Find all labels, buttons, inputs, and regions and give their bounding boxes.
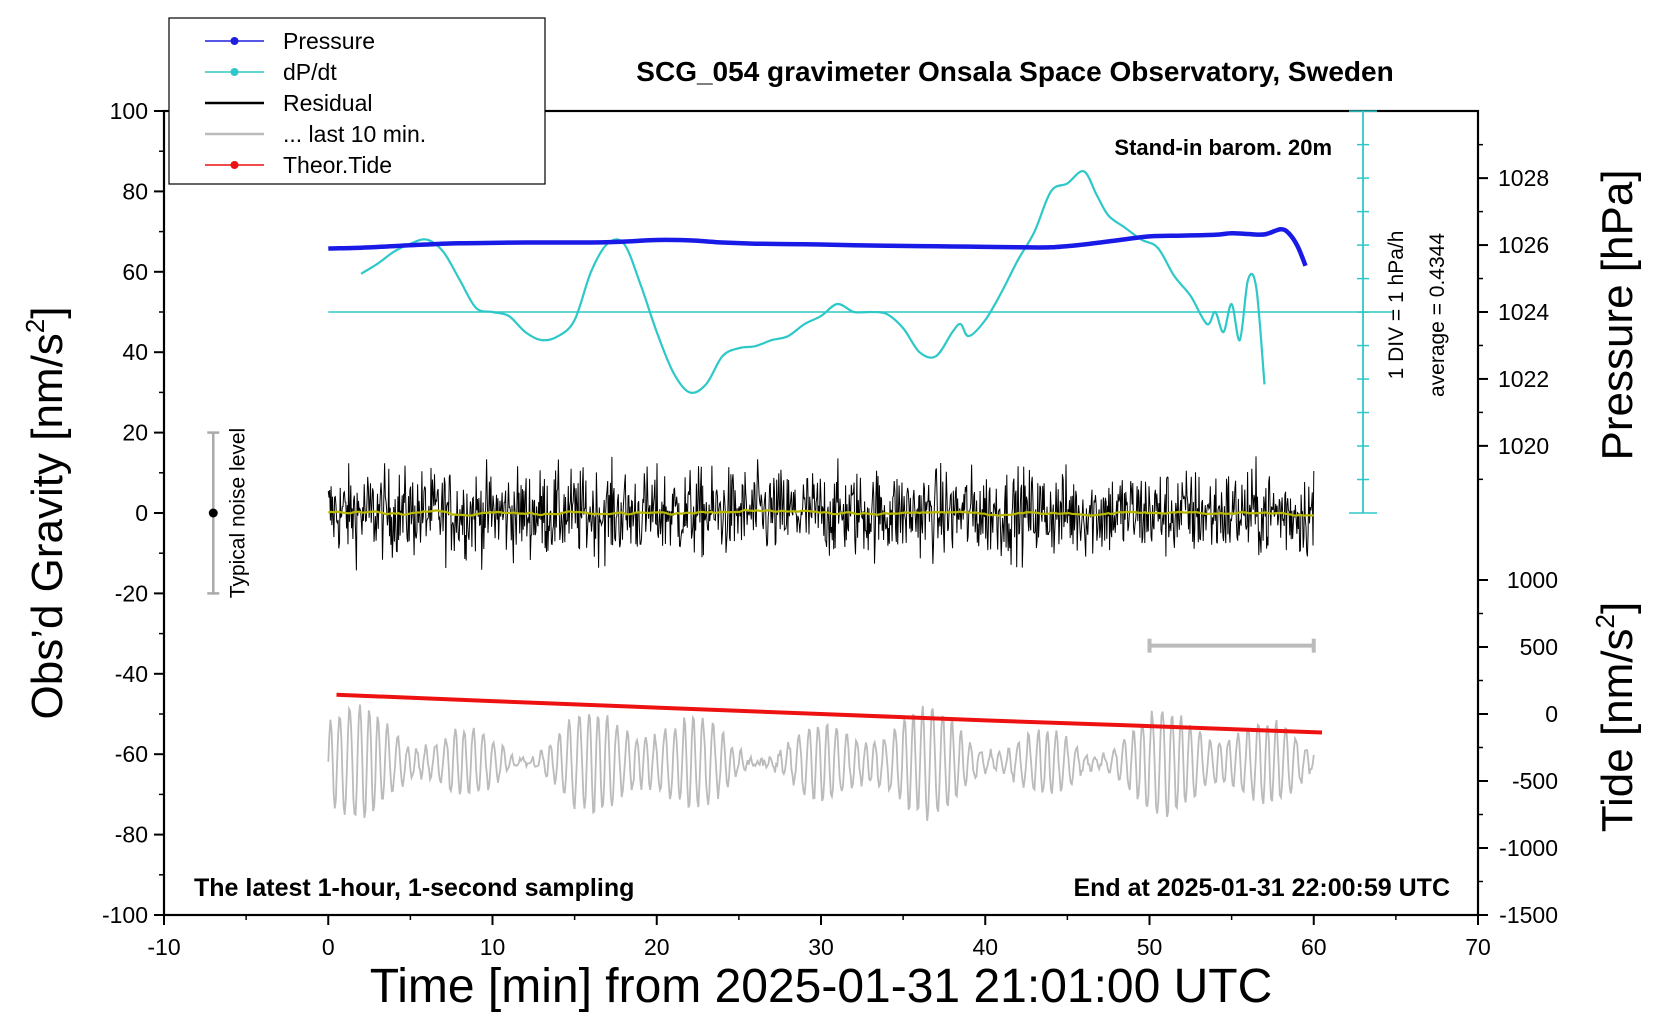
tide-tick-label: -1000 bbox=[1499, 835, 1558, 861]
tide-tick-label: -500 bbox=[1512, 768, 1558, 794]
y-left-label-tail: ] bbox=[23, 306, 72, 318]
noise-level-label: Typical noise level bbox=[226, 428, 249, 598]
y-left-tick-label: 0 bbox=[135, 500, 148, 526]
legend-label: dP/dt bbox=[283, 59, 337, 85]
pressure-tick-label: 1028 bbox=[1498, 165, 1549, 191]
y-left-tick-label: 60 bbox=[122, 259, 148, 285]
x-tick-label: 60 bbox=[1301, 934, 1327, 960]
pressure-tick-label: 1022 bbox=[1498, 366, 1549, 392]
legend-label: ... last 10 min. bbox=[283, 121, 426, 147]
tide-tick-label: 500 bbox=[1520, 634, 1558, 660]
x-axis: -10 0 10 20 30 40 50 60 70 bbox=[147, 915, 1491, 960]
tide-label-tail: ] bbox=[1593, 602, 1642, 614]
y-left-tick-label: -100 bbox=[102, 902, 148, 928]
bottom-right-note: End at 2025-01-31 22:00:59 UTC bbox=[1073, 874, 1450, 902]
y-left-tick-label: 20 bbox=[122, 420, 148, 446]
tide-tick-label: 1000 bbox=[1507, 567, 1558, 593]
legend-label: Residual bbox=[283, 90, 373, 116]
legend-box bbox=[168, 17, 546, 185]
y-left-tick-label: -20 bbox=[115, 580, 148, 606]
pressure-tick-label: 1024 bbox=[1498, 299, 1549, 325]
noise-level-bar bbox=[207, 431, 220, 595]
y-left-label-sup: 2 bbox=[20, 319, 50, 333]
bottom-left-note: The latest 1-hour, 1-second sampling bbox=[194, 874, 634, 902]
y-axis-right-pressure: 1028 1026 1024 1022 1020 bbox=[1478, 143, 1549, 481]
pressure-tick-label: 1020 bbox=[1498, 433, 1549, 459]
dpdt-average-note: average = 0.4344 bbox=[1426, 233, 1449, 397]
legend-marker bbox=[230, 161, 239, 169]
y-axis-right-tide: 1000 500 0 -500 -1000 -1500 bbox=[1478, 567, 1558, 928]
y-axis-left: 100 80 60 40 20 0 -20 -40 -60 -80 -100 bbox=[102, 98, 164, 928]
series-theor-tide bbox=[336, 692, 1323, 735]
series-residual bbox=[327, 456, 1315, 571]
y-left-tick-label: -40 bbox=[115, 661, 148, 687]
tide-tick-label: -1500 bbox=[1499, 902, 1558, 928]
barometer-note: Stand-in barom. 20m bbox=[1114, 135, 1332, 160]
y-left-tick-label: -60 bbox=[115, 741, 148, 767]
y-axis-pressure-label: Pressure [hPa] bbox=[1593, 169, 1642, 460]
tide-label-sup: 2 bbox=[1590, 614, 1620, 628]
last-10-min-bracket bbox=[1147, 638, 1316, 653]
pressure-tick-label: 1026 bbox=[1498, 232, 1549, 258]
series-pressure bbox=[328, 226, 1308, 267]
tide-label-main: Tide [nm/s bbox=[1593, 628, 1642, 832]
legend-marker bbox=[230, 37, 239, 45]
y-left-tick-label: -80 bbox=[115, 822, 148, 848]
y-left-tick-label: 100 bbox=[110, 98, 148, 124]
x-tick-label: 0 bbox=[322, 934, 335, 960]
series-residual-smoothed bbox=[327, 508, 1314, 517]
x-tick-label: 50 bbox=[1137, 934, 1163, 960]
x-axis-label: Time [min] from 2025-01-31 21:01:00 UTC bbox=[370, 960, 1273, 1013]
dpdt-scale-note: 1 DIV = 1 hPa/h bbox=[1385, 231, 1408, 380]
y-axis-left-label: Obs’d Gravity [nm/s2] bbox=[20, 306, 72, 719]
x-tick-label: 10 bbox=[480, 934, 506, 960]
x-tick-label: 20 bbox=[644, 934, 670, 960]
y-left-label-main: Obs’d Gravity [nm/s bbox=[23, 333, 72, 719]
y-left-tick-label: 80 bbox=[122, 178, 148, 204]
legend-marker bbox=[230, 68, 239, 76]
x-tick-label: 70 bbox=[1465, 934, 1491, 960]
noise-bar-center bbox=[208, 508, 218, 518]
series-last-10-min bbox=[327, 704, 1315, 821]
x-tick-label: 30 bbox=[808, 934, 834, 960]
series-dpdt bbox=[360, 170, 1266, 394]
legend-label: Theor.Tide bbox=[283, 152, 392, 178]
legend: Pressure dP/dt Residual ... last 10 min. The… bbox=[168, 17, 546, 185]
x-tick-label: 40 bbox=[972, 934, 998, 960]
series-layer bbox=[327, 170, 1323, 821]
legend-label: Pressure bbox=[283, 28, 375, 54]
chart-title: SCG_054 gravimeter Onsala Space Observat… bbox=[636, 56, 1393, 87]
y-left-tick-label: 40 bbox=[122, 339, 148, 365]
y-axis-tide-label: Tide [nm/s2] bbox=[1590, 602, 1642, 832]
x-tick-label: -10 bbox=[147, 934, 180, 960]
tide-tick-label: 0 bbox=[1545, 701, 1558, 727]
